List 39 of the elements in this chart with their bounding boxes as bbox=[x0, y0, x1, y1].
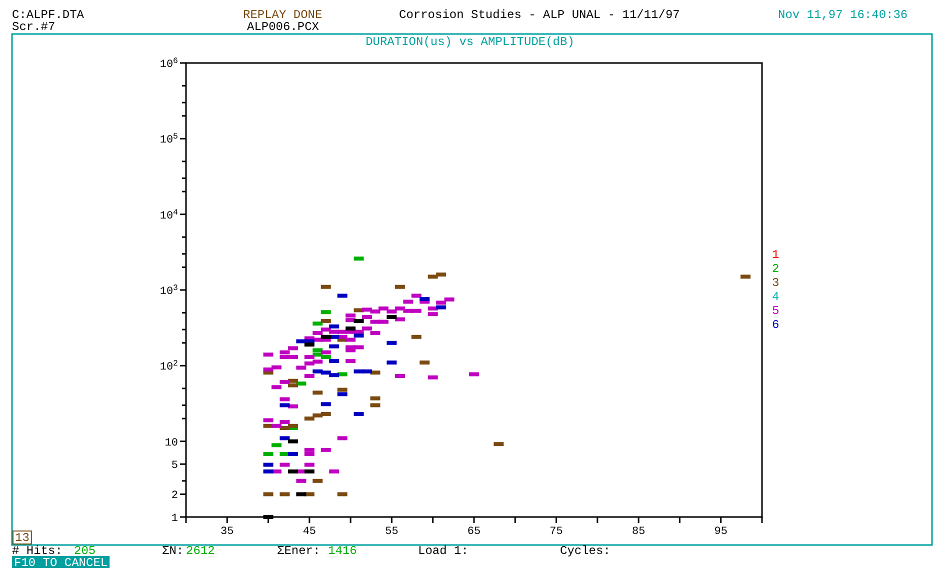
text: ΣN: bbox=[162, 544, 184, 558]
y-tick-label: 10$^{4}$ bbox=[160, 208, 178, 222]
text: REPLAY DONE bbox=[243, 8, 322, 22]
legend-label: 1 bbox=[772, 248, 780, 262]
text: 2612 bbox=[186, 544, 215, 558]
x-tick-label: 85 bbox=[632, 526, 646, 538]
x-tick-label: 35 bbox=[220, 526, 234, 538]
x-tick-label: 95 bbox=[714, 526, 728, 538]
y-tick-label: 2 bbox=[171, 490, 178, 502]
x-tick-label: 75 bbox=[550, 526, 563, 538]
chart-title: DURATION(us) vs AMPLITUDE(dB) bbox=[366, 35, 574, 49]
text: 1416 bbox=[328, 544, 357, 558]
text: Corrosion Studies - ALP UNAL - 11/11/97 bbox=[399, 8, 680, 22]
x-tick-label: 45 bbox=[302, 526, 316, 538]
y-tick-label: 1 bbox=[171, 513, 178, 525]
y-tick-label: 5 bbox=[171, 460, 178, 472]
text: 205 bbox=[74, 544, 96, 558]
text: 6 bbox=[772, 318, 780, 332]
text: 5 bbox=[772, 304, 780, 318]
text: F10 TO CANCEL bbox=[14, 556, 108, 570]
text: Load 1: bbox=[418, 544, 468, 558]
series-label: 3 bbox=[772, 276, 780, 290]
legend-label: 4 bbox=[772, 290, 780, 304]
y-tick-label: 10$^{3}$ bbox=[160, 284, 178, 298]
text: 13 bbox=[15, 531, 30, 545]
text: C:ALPF.DTA bbox=[12, 8, 85, 22]
y-tick-label: 10 bbox=[164, 437, 178, 450]
y-tick-label: 10$^{2}$ bbox=[160, 359, 178, 374]
text: Cycles: bbox=[560, 544, 610, 558]
x-tick-label: 65 bbox=[467, 526, 481, 538]
text: ΣEner: bbox=[277, 544, 320, 558]
text: Scr.#7 bbox=[12, 20, 56, 34]
y-tick-label: 10$^{5}$ bbox=[160, 132, 178, 147]
text: # Hits: bbox=[12, 544, 62, 558]
text: ALP006.PCX bbox=[247, 20, 320, 34]
y-tick-label: 10$^{6}$ bbox=[160, 56, 178, 71]
x-tick-label: 55 bbox=[385, 526, 398, 538]
text: 2 bbox=[772, 262, 780, 276]
text: Nov 11,97 16:40:36 bbox=[778, 8, 908, 22]
